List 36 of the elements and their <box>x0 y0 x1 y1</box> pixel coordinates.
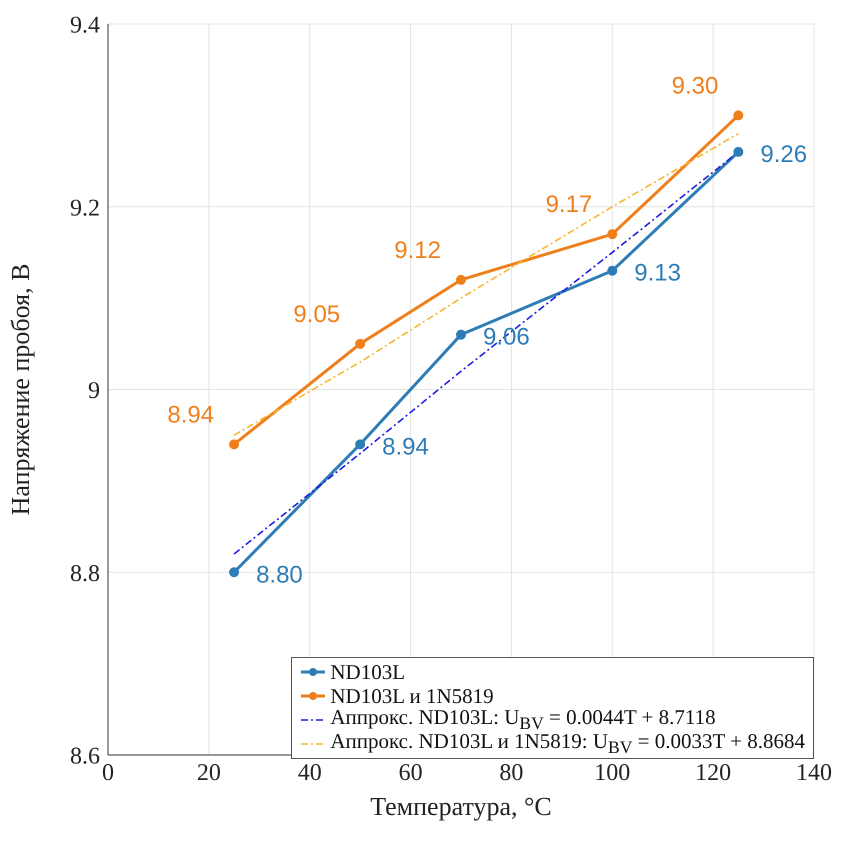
data-label: 9.17 <box>546 191 592 218</box>
y-tick-label: 9.2 <box>70 195 100 222</box>
x-tick-label: 0 <box>102 760 114 786</box>
x-tick-label: 80 <box>499 760 524 786</box>
point <box>607 266 618 276</box>
x-tick-label: 60 <box>398 760 423 786</box>
point <box>733 146 744 157</box>
y-tick-label: 9 <box>88 378 100 404</box>
point <box>733 110 744 120</box>
y-axis-title: Напряжение пробоя, В <box>6 264 36 516</box>
point <box>229 567 240 578</box>
x-tick-label: 100 <box>594 760 630 786</box>
y-tick-label: 8.8 <box>70 560 100 587</box>
x-tick-label: 140 <box>796 760 832 786</box>
point <box>607 229 618 240</box>
data-label: 9.26 <box>760 140 808 168</box>
point <box>355 439 366 450</box>
point <box>355 338 366 349</box>
y-tick-label: 8.6 <box>70 744 100 770</box>
data-label: 9.30 <box>672 72 718 100</box>
data-label: 8.80 <box>256 561 303 588</box>
point <box>229 439 240 450</box>
data-label: 9.12 <box>394 236 441 264</box>
legend-label: ND103L <box>330 660 406 684</box>
x-tick-label: 40 <box>298 760 322 786</box>
data-label: 9.13 <box>634 260 682 287</box>
x-axis-title: Температура, °C <box>370 792 552 821</box>
y-tick-label: 9.4 <box>70 12 100 39</box>
point <box>456 274 466 285</box>
point <box>456 330 466 340</box>
data-label: 9.05 <box>293 300 340 328</box>
x-tick-label: 20 <box>196 760 221 786</box>
x-tick-label: 120 <box>695 760 732 786</box>
data-label: 8.94 <box>167 401 214 428</box>
data-label: 9.06 <box>483 324 530 351</box>
data-label: 8.94 <box>382 433 429 460</box>
